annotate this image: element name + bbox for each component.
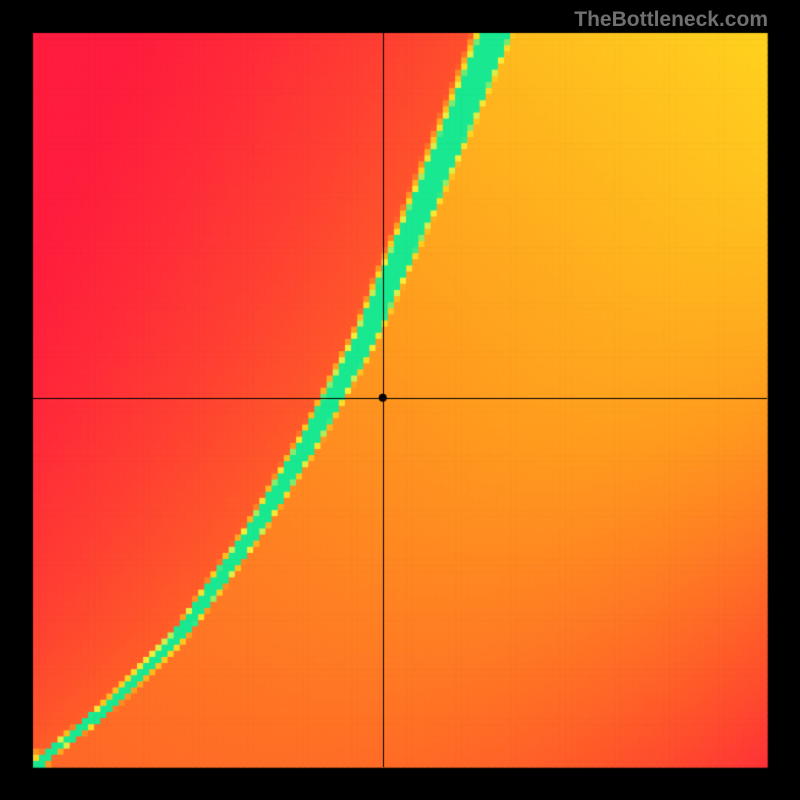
watermark-text: TheBottleneck.com: [574, 8, 768, 32]
heatmap-canvas: [0, 0, 800, 800]
figure-root: TheBottleneck.com: [0, 0, 800, 800]
